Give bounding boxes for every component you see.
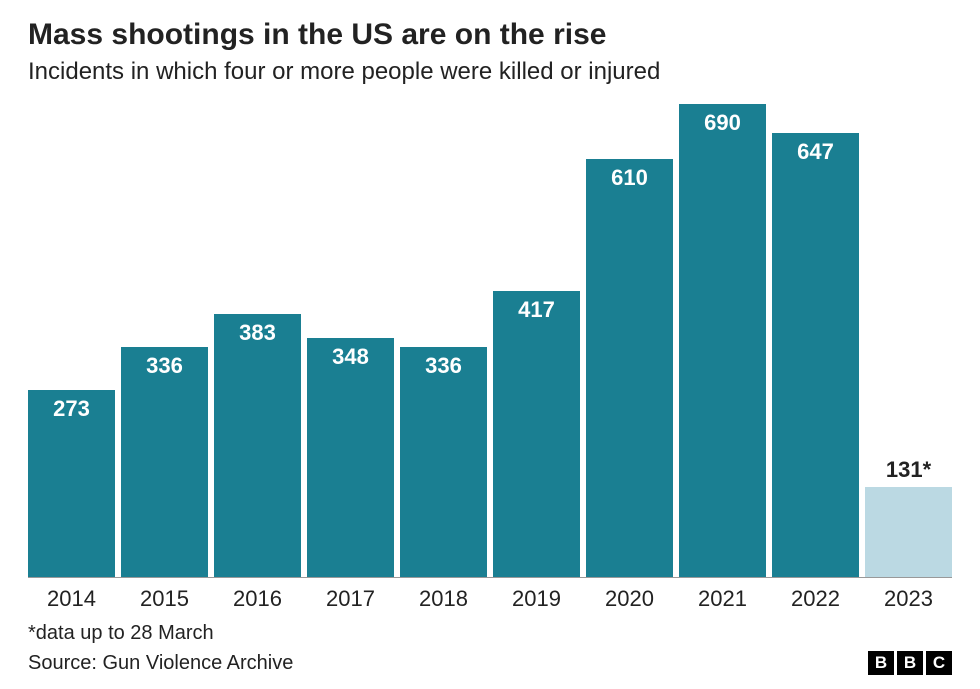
bbc-logo-letter: B bbox=[868, 651, 894, 675]
bbc-logo-letter: C bbox=[926, 651, 952, 675]
bar-value-label: 336 bbox=[121, 353, 208, 379]
x-axis-label: 2019 bbox=[493, 586, 580, 612]
bar: 336 bbox=[121, 347, 208, 577]
x-axis-label: 2023 bbox=[865, 586, 952, 612]
x-axis-label: 2017 bbox=[307, 586, 394, 612]
chart-title: Mass shootings in the US are on the rise bbox=[28, 18, 952, 52]
bars-row: 273336383348336417610690647131* bbox=[28, 104, 952, 578]
footer-row: Source: Gun Violence Archive BBC bbox=[28, 651, 952, 675]
bar-value-label: 348 bbox=[307, 344, 394, 370]
x-axis-label: 2015 bbox=[121, 586, 208, 612]
bar-column: 273 bbox=[28, 104, 115, 577]
bar-value-label: 647 bbox=[772, 139, 859, 165]
x-axis-label: 2018 bbox=[400, 586, 487, 612]
bar-value-label: 131* bbox=[886, 457, 931, 483]
bbc-logo-letter: B bbox=[897, 651, 923, 675]
bar-column: 131* bbox=[865, 104, 952, 577]
x-axis-label: 2014 bbox=[28, 586, 115, 612]
bar: 336 bbox=[400, 347, 487, 577]
bar: 417 bbox=[493, 291, 580, 577]
bar-value-label: 610 bbox=[586, 165, 673, 191]
x-axis-label: 2021 bbox=[679, 586, 766, 612]
bar-column: 690 bbox=[679, 104, 766, 577]
x-axis-label: 2016 bbox=[214, 586, 301, 612]
bar-column: 417 bbox=[493, 104, 580, 577]
bar-column: 647 bbox=[772, 104, 859, 577]
bar-value-label: 336 bbox=[400, 353, 487, 379]
bar-value-label: 273 bbox=[28, 396, 115, 422]
x-axis-label: 2020 bbox=[586, 586, 673, 612]
bar-value-label: 417 bbox=[493, 297, 580, 323]
bar-column: 383 bbox=[214, 104, 301, 577]
source-text: Source: Gun Violence Archive bbox=[28, 652, 293, 675]
bar: 273 bbox=[28, 390, 115, 577]
bar: 610 bbox=[586, 159, 673, 577]
x-axis-labels: 2014201520162017201820192020202120222023 bbox=[28, 586, 952, 612]
bar-value-label: 690 bbox=[679, 110, 766, 136]
bar bbox=[865, 487, 952, 577]
chart-area: 273336383348336417610690647131* 20142015… bbox=[28, 104, 952, 612]
footnote: *data up to 28 March bbox=[28, 622, 952, 645]
bar-column: 348 bbox=[307, 104, 394, 577]
bar-column: 610 bbox=[586, 104, 673, 577]
chart-container: Mass shootings in the US are on the rise… bbox=[0, 0, 980, 689]
bar: 383 bbox=[214, 314, 301, 577]
bar-column: 336 bbox=[400, 104, 487, 577]
chart-subtitle: Incidents in which four or more people w… bbox=[28, 58, 952, 86]
bar-value-label: 383 bbox=[214, 320, 301, 346]
bbc-logo: BBC bbox=[868, 651, 952, 675]
bar: 348 bbox=[307, 338, 394, 577]
x-axis-label: 2022 bbox=[772, 586, 859, 612]
bar: 647 bbox=[772, 133, 859, 577]
bar: 690 bbox=[679, 104, 766, 577]
bar-column: 336 bbox=[121, 104, 208, 577]
